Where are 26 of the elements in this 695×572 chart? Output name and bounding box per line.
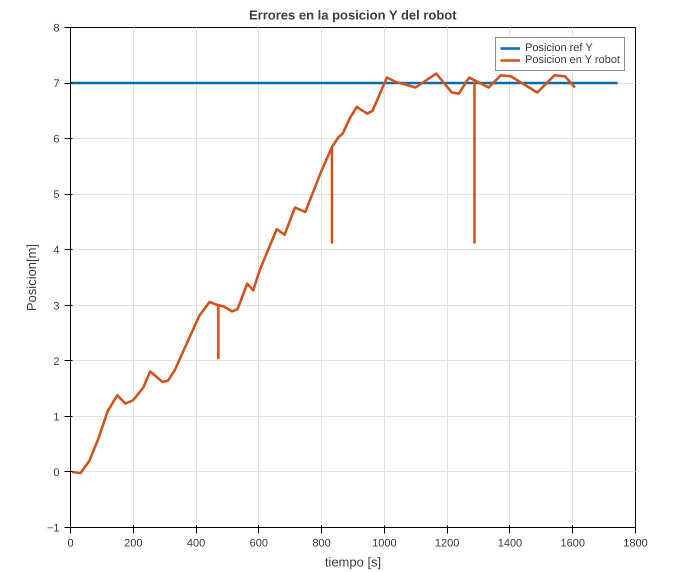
x-tick-label: 600 <box>250 538 268 550</box>
x-tick-label: 200 <box>124 538 142 550</box>
y-tick-label: 8 <box>53 22 60 34</box>
y-tick-label: 5 <box>53 189 60 202</box>
x-tick-label: 1400 <box>498 538 522 550</box>
chart-title: Errores en la posicion Y del robot <box>248 8 458 22</box>
x-axis-title: tiempo [s] <box>324 554 382 570</box>
x-tick-label: 800 <box>312 538 331 550</box>
y-tick-label: 2 <box>53 356 60 368</box>
y-tick-label: 1 <box>53 411 60 424</box>
y-tick-label: −1 <box>46 522 60 534</box>
y-tick-label: 6 <box>53 134 60 146</box>
y-tick-label: 0 <box>53 466 60 479</box>
x-tick-label: 1000 <box>372 538 397 550</box>
y-tick-label: 7 <box>53 78 60 90</box>
x-tick-label: 1800 <box>623 538 648 550</box>
x-tick-label: 400 <box>186 538 206 550</box>
y-tick-label: 3 <box>53 300 60 312</box>
line-series <box>70 72 576 474</box>
x-tick-label: 1600 <box>560 538 585 550</box>
x-tick-label: 1200 <box>434 538 460 550</box>
legend-label: Posicion en Y robot <box>525 54 620 66</box>
y-axis-title: Posicion[m] <box>24 244 39 312</box>
y-tick-label: 4 <box>53 244 60 257</box>
x-tick-label: 0 <box>67 538 74 550</box>
legend-label: Posicion ref Y <box>525 42 593 54</box>
